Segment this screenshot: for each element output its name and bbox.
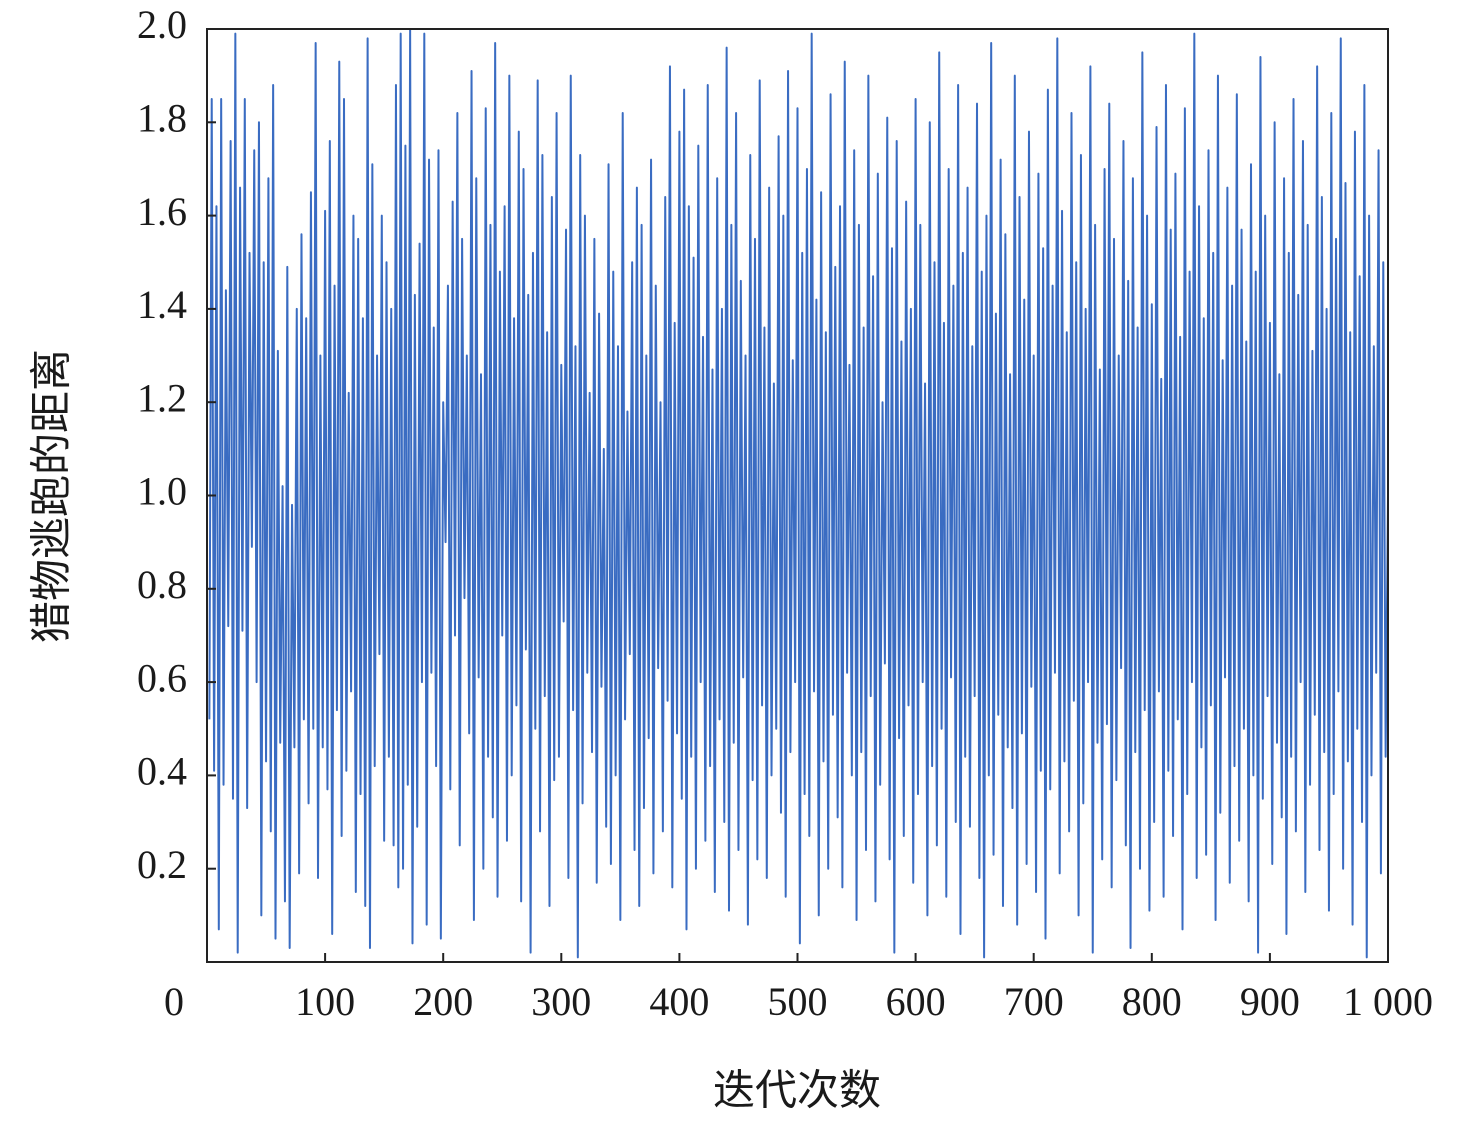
- x-tick-label: 500: [768, 979, 828, 1024]
- x-tick-label: 600: [886, 979, 946, 1024]
- x-tick-label: 800: [1122, 979, 1182, 1024]
- x-tick-label: 0: [164, 979, 184, 1024]
- y-tick-label: 0.2: [137, 842, 187, 887]
- x-tick-label: 900: [1240, 979, 1300, 1024]
- x-axis-label: 迭代次数: [713, 1069, 881, 1115]
- y-tick-label: 0.4: [137, 749, 187, 794]
- y-tick-label: 1.0: [137, 469, 187, 514]
- y-tick-label: 1.4: [137, 282, 187, 327]
- y-axis-label: 猎物逃跑的距离: [29, 349, 76, 643]
- y-tick-label: 1.6: [137, 189, 187, 234]
- y-tick-label: 1.8: [137, 95, 187, 140]
- data-line: [208, 28, 1389, 959]
- x-tick-label: 700: [1004, 979, 1064, 1024]
- x-tick-label: 400: [649, 979, 709, 1024]
- x-tick-label: 1 000: [1343, 979, 1433, 1024]
- y-tick-label: 2.0: [137, 2, 187, 47]
- x-tick-label: 200: [413, 979, 473, 1024]
- x-tick-label: 300: [531, 979, 591, 1024]
- y-tick-label: 0.8: [137, 562, 187, 607]
- y-tick-label: 0.6: [137, 655, 187, 700]
- y-tick-label: 1.2: [137, 375, 187, 420]
- x-tick-label: 100: [295, 979, 355, 1024]
